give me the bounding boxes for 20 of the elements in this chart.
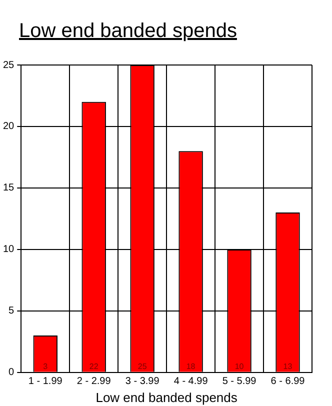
chart-title: Low end banded spends — [19, 20, 237, 43]
x-tick-label: 6 - 6.99 — [270, 376, 306, 388]
data-label: 13 — [283, 362, 293, 372]
y-tick-label: 20 — [3, 121, 15, 132]
x-axis-title: Low end banded spends — [96, 390, 238, 405]
x-tick-label: 5 - 5.99 — [222, 376, 257, 388]
data-label: 3 — [43, 362, 48, 372]
data-label: 18 — [186, 362, 196, 372]
y-tick-label: 5 — [8, 306, 15, 317]
x-tick-label: 3 - 3.99 — [125, 376, 160, 388]
x-tick-label: 1 - 1.99 — [28, 376, 63, 388]
y-tick-label: 15 — [3, 182, 15, 194]
y-tick-label: 25 — [3, 60, 15, 71]
y-tick-label: 0 — [8, 367, 15, 378]
y-tick-label: 10 — [3, 244, 15, 256]
data-label: 10 — [234, 362, 244, 372]
data-label: 25 — [138, 362, 148, 372]
data-label: 22 — [89, 362, 99, 372]
x-tick-label: 4 - 4.99 — [174, 376, 208, 388]
x-tick-label: 2 - 2.99 — [76, 376, 112, 388]
